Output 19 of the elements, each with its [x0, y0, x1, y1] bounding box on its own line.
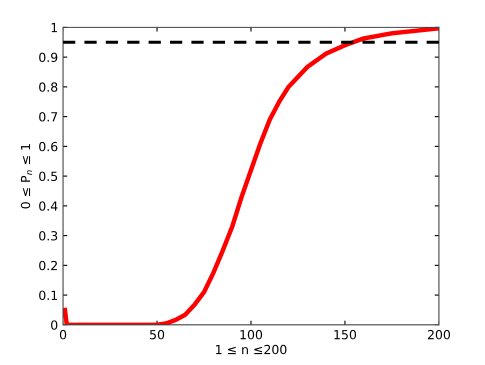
x-axis-title: 1 ≤ n ≤200 — [216, 344, 286, 354]
x-tick-label: 100 — [240, 330, 262, 340]
x-tick-label: 50 — [150, 330, 164, 340]
y-tick-label: 1 — [52, 23, 58, 32]
y-tick-label: 0.9 — [39, 52, 58, 62]
y-axis-title: 0 ≤ P$_{n}$ ≤ 1 — [20, 144, 32, 208]
y-tick-label: 0.5 — [39, 172, 58, 182]
line-series — [63, 27, 439, 325]
x-tick-label: 0 — [60, 330, 66, 340]
y-tick-label: 0.1 — [39, 290, 58, 300]
y-tick-label: 0.2 — [39, 260, 57, 270]
y-tick-label: 0.7 — [39, 112, 58, 122]
y-tick-label: 0.6 — [39, 142, 58, 152]
x-tick-label: 200 — [428, 330, 450, 340]
y-tick-label: 0 — [51, 320, 58, 330]
y-tick-label: 0.4 — [39, 201, 58, 211]
y-tick-label: 0.3 — [39, 231, 58, 241]
x-tick-label: 150 — [334, 330, 356, 340]
y-tick-label: 0.8 — [39, 82, 58, 92]
